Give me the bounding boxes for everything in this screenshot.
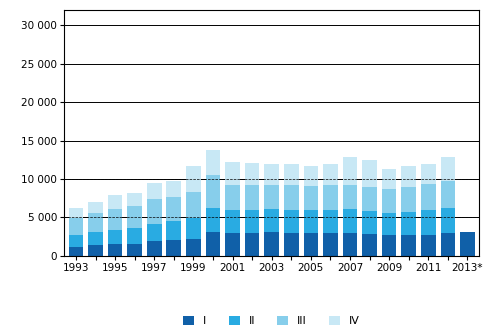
Bar: [284, 164, 298, 185]
Bar: [69, 218, 83, 235]
Legend: I, II, III, IV: I, II, III, IV: [183, 316, 360, 326]
Bar: [421, 211, 436, 235]
Bar: [186, 238, 201, 256]
Bar: [323, 186, 338, 210]
Bar: [343, 209, 357, 233]
Bar: [206, 232, 220, 256]
Bar: [343, 157, 357, 186]
Bar: [421, 235, 436, 256]
Bar: [69, 247, 83, 256]
Bar: [225, 162, 240, 185]
Bar: [441, 181, 455, 208]
Bar: [88, 245, 103, 256]
Bar: [206, 150, 220, 175]
Bar: [284, 210, 298, 233]
Bar: [127, 206, 142, 228]
Bar: [362, 234, 377, 256]
Bar: [382, 169, 397, 189]
Bar: [206, 175, 220, 208]
Bar: [166, 240, 181, 256]
Bar: [303, 186, 318, 210]
Bar: [264, 185, 279, 209]
Bar: [147, 183, 162, 198]
Bar: [127, 193, 142, 206]
Bar: [303, 166, 318, 186]
Bar: [69, 235, 83, 247]
Bar: [362, 211, 377, 234]
Bar: [186, 218, 201, 238]
Bar: [108, 195, 123, 209]
Bar: [69, 208, 83, 218]
Bar: [264, 209, 279, 232]
Bar: [303, 210, 318, 233]
Bar: [225, 210, 240, 233]
Bar: [225, 185, 240, 210]
Bar: [362, 160, 377, 187]
Bar: [441, 157, 455, 181]
Bar: [108, 230, 123, 244]
Bar: [401, 235, 416, 256]
Bar: [166, 181, 181, 197]
Bar: [441, 208, 455, 233]
Bar: [88, 232, 103, 245]
Bar: [362, 187, 377, 211]
Bar: [225, 233, 240, 256]
Bar: [441, 233, 455, 256]
Bar: [460, 232, 475, 256]
Bar: [108, 209, 123, 230]
Bar: [303, 233, 318, 256]
Bar: [186, 192, 201, 218]
Bar: [264, 164, 279, 185]
Bar: [127, 228, 142, 243]
Bar: [245, 186, 259, 210]
Bar: [245, 210, 259, 233]
Bar: [382, 189, 397, 213]
Bar: [166, 197, 181, 221]
Bar: [245, 163, 259, 186]
Bar: [147, 241, 162, 256]
Bar: [401, 166, 416, 187]
Bar: [343, 186, 357, 209]
Bar: [323, 233, 338, 256]
Bar: [147, 198, 162, 224]
Bar: [88, 213, 103, 232]
Bar: [323, 210, 338, 233]
Bar: [186, 166, 201, 192]
Bar: [401, 187, 416, 212]
Bar: [343, 233, 357, 256]
Bar: [382, 235, 397, 256]
Bar: [323, 164, 338, 186]
Bar: [88, 202, 103, 213]
Bar: [264, 232, 279, 256]
Bar: [421, 184, 436, 211]
Bar: [147, 224, 162, 241]
Bar: [127, 243, 142, 256]
Bar: [166, 221, 181, 240]
Bar: [108, 244, 123, 256]
Bar: [401, 212, 416, 235]
Bar: [382, 213, 397, 235]
Bar: [245, 233, 259, 256]
Bar: [421, 164, 436, 184]
Bar: [206, 208, 220, 232]
Bar: [284, 233, 298, 256]
Bar: [284, 185, 298, 210]
